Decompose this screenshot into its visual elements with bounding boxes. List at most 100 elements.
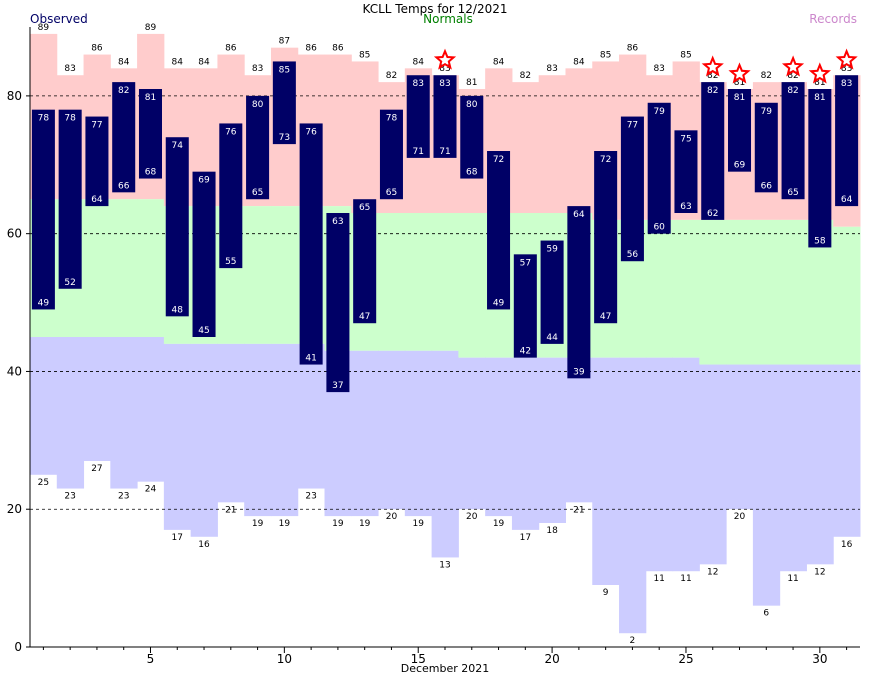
record-low-label-24: 11 <box>653 574 664 584</box>
observed-high-label-17: 80 <box>466 100 478 110</box>
record-low-label-11: 23 <box>305 492 316 502</box>
record-low-band-13 <box>351 350 379 517</box>
observed-bar-7 <box>192 171 216 337</box>
record-low-band-2 <box>56 337 85 489</box>
y-tick-label-40: 40 <box>7 364 22 378</box>
observed-bar-30 <box>808 89 832 248</box>
observed-bar-8 <box>219 123 243 269</box>
observed-bars <box>31 61 859 393</box>
record-low-label-21: 21 <box>573 505 584 515</box>
observed-low-label-8: 55 <box>225 257 236 267</box>
record-high-label-1: 89 <box>38 23 50 33</box>
axes: 0 20 40 60 80 5 10 15 20 25 30 <box>7 27 860 666</box>
observed-low-label-13: 47 <box>359 312 370 322</box>
y-tick-label-20: 20 <box>7 502 22 516</box>
observed-bar-5 <box>138 89 162 179</box>
observed-bar-22 <box>594 151 618 324</box>
record-star-27 <box>728 62 751 84</box>
x-tick-label-15: 15 <box>411 652 426 666</box>
x-tick-label-10: 10 <box>277 652 292 666</box>
observed-low-label-12: 37 <box>332 381 343 391</box>
record-high-band-21 <box>565 68 593 213</box>
record-low-label-2: 23 <box>64 492 75 502</box>
chart-title: KCLL Temps for 12/2021 <box>363 2 508 16</box>
observed-bar-25 <box>674 130 698 213</box>
observed-high-label-30: 81 <box>814 93 825 103</box>
observed-low-label-1: 49 <box>38 298 50 308</box>
record-high-label-5: 89 <box>145 23 157 33</box>
normal-band-3 <box>83 199 111 337</box>
record-low-label-17: 20 <box>466 512 478 522</box>
observed-high-label-14: 78 <box>386 114 398 124</box>
observed-high-label-27: 81 <box>734 93 745 103</box>
observed-low-label-31: 64 <box>841 195 853 205</box>
record-low-label-3: 27 <box>91 464 102 474</box>
observed-bar-29 <box>781 82 805 200</box>
observed-bar-21 <box>567 206 591 379</box>
record-low-band-9 <box>244 343 272 517</box>
record-high-label-23: 86 <box>627 44 639 54</box>
observed-low-label-21: 39 <box>573 367 585 377</box>
record-low-label-22: 9 <box>603 588 609 598</box>
record-low-label-9: 19 <box>252 519 264 529</box>
record-low-band-22 <box>592 357 620 585</box>
observed-low-label-5: 68 <box>145 168 157 178</box>
observed-low-label-9: 65 <box>252 188 263 198</box>
record-low-label-16: 13 <box>439 560 450 570</box>
observed-high-label-15: 83 <box>412 79 423 89</box>
record-low-label-29: 11 <box>787 574 798 584</box>
normal-band-25 <box>672 219 700 358</box>
x-tick-label-25: 25 <box>678 652 693 666</box>
record-high-label-17: 81 <box>466 78 477 88</box>
observed-bar-12 <box>326 213 350 393</box>
observed-high-label-10: 85 <box>279 65 290 75</box>
record-low-band-28 <box>752 364 781 606</box>
observed-high-label-28: 79 <box>761 107 773 117</box>
observed-low-label-6: 48 <box>172 305 184 315</box>
observed-bar-23 <box>620 116 644 262</box>
observed-high-label-8: 76 <box>225 127 237 137</box>
record-low-band-10 <box>270 343 299 517</box>
observed-low-label-18: 49 <box>493 298 505 308</box>
normal-band-31 <box>833 226 861 365</box>
observed-high-label-31: 83 <box>841 79 852 89</box>
record-high-label-22: 85 <box>600 50 611 60</box>
observed-high-label-3: 77 <box>91 121 102 131</box>
observed-low-label-26: 62 <box>707 209 718 219</box>
observed-bar-28 <box>754 102 778 193</box>
observed-low-label-24: 60 <box>653 223 665 233</box>
normal-band-4 <box>110 199 138 337</box>
record-low-label-12: 19 <box>332 519 344 529</box>
observed-low-label-16: 71 <box>439 147 450 157</box>
observed-bar-27 <box>728 89 752 172</box>
record-low-band-5 <box>137 337 165 482</box>
record-high-label-13: 85 <box>359 50 370 60</box>
record-star-30 <box>808 62 831 84</box>
observed-bar-10 <box>272 61 296 145</box>
record-low-band-1 <box>30 337 58 475</box>
normal-band-15 <box>404 213 433 351</box>
record-star-16 <box>433 48 457 70</box>
record-high-label-3: 86 <box>91 44 103 54</box>
record-low-band-17 <box>458 357 486 510</box>
record-low-label-13: 19 <box>359 519 371 529</box>
observed-low-label-22: 47 <box>600 312 611 322</box>
record-low-label-10: 19 <box>279 519 291 529</box>
record-low-label-7: 16 <box>198 540 210 550</box>
record-low-label-26: 12 <box>707 567 718 577</box>
observed-high-label-9: 80 <box>252 100 264 110</box>
observed-high-label-11: 76 <box>305 127 317 137</box>
record-low-label-28: 6 <box>763 609 769 619</box>
record-low-band-27 <box>726 364 754 510</box>
record-high-label-9: 83 <box>252 64 263 74</box>
observed-low-label-4: 66 <box>118 181 130 191</box>
observed-low-label-14: 65 <box>386 188 397 198</box>
observed-high-label-21: 64 <box>573 210 585 220</box>
observed-bar-11 <box>299 123 323 365</box>
record-high-band-13 <box>351 61 379 213</box>
observed-high-label-1: 78 <box>38 114 50 124</box>
observed-low-label-17: 68 <box>466 168 478 178</box>
record-high-label-21: 84 <box>573 57 585 67</box>
observed-low-label-27: 69 <box>734 161 746 171</box>
